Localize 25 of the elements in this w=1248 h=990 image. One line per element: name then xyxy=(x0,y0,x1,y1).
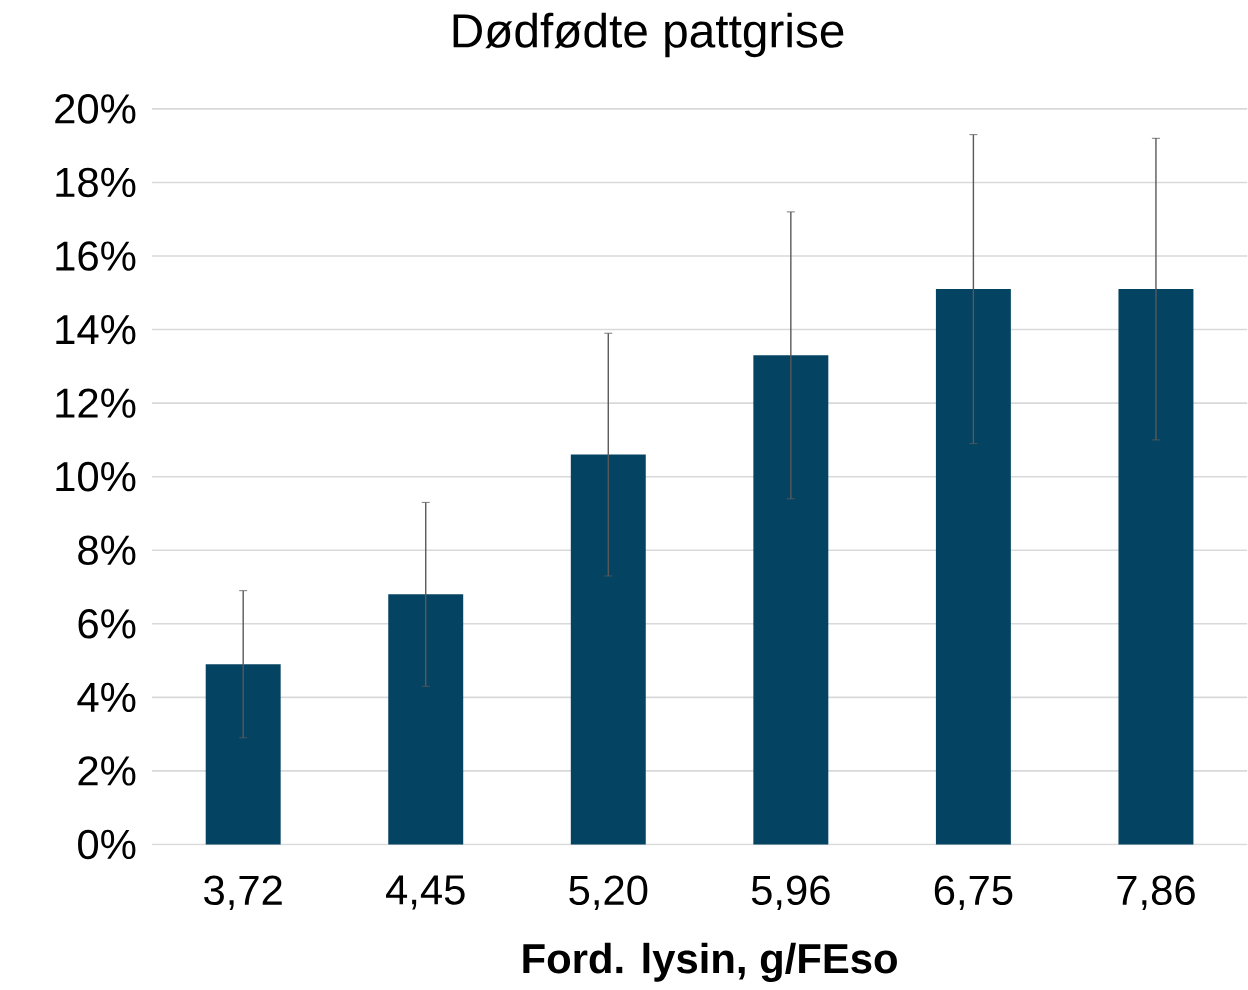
x-tick-label: 7,86 xyxy=(1117,875,1195,910)
x-axis-title: Ford. lysin, g/FEso xyxy=(523,942,897,982)
y-tick-label: 0% xyxy=(78,829,136,860)
x-tick-label: 4,45 xyxy=(386,875,465,910)
bar xyxy=(205,664,281,845)
y-tick-label: 2% xyxy=(78,756,136,786)
y-tick-label: 4% xyxy=(77,682,136,712)
x-tick-label: 5,20 xyxy=(569,875,648,910)
y-tick-label: 10% xyxy=(56,461,136,492)
x-tick-label: 3,72 xyxy=(204,875,282,910)
y-tick-label: 12% xyxy=(56,388,136,418)
bar xyxy=(935,288,1011,845)
x-tick-label: 6,75 xyxy=(934,875,1013,910)
y-tick-label: 6% xyxy=(78,608,136,639)
y-tick-label: 14% xyxy=(56,314,136,345)
bar xyxy=(1118,288,1194,845)
y-tick-label: 16% xyxy=(56,241,136,271)
y-tick-label: 8% xyxy=(78,535,136,565)
bar xyxy=(388,594,464,845)
bar xyxy=(753,355,829,845)
x-tick-label: 5,96 xyxy=(751,875,830,910)
bar xyxy=(570,454,646,845)
y-tick-label: 18% xyxy=(56,167,136,198)
chart-title: Dødfødte pattgrise xyxy=(453,12,844,58)
y-tick-label: 20% xyxy=(55,93,136,124)
